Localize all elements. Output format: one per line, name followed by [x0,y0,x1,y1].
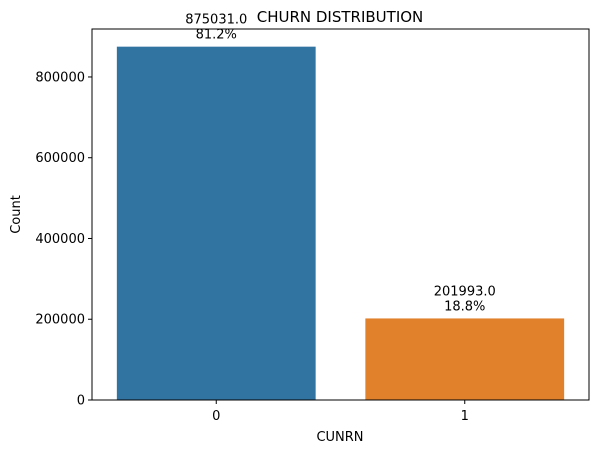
y-tick-label: 400000 [35,232,85,247]
y-tick-label: 800000 [35,70,85,85]
x-tick-label: 0 [212,409,220,424]
y-tick-label: 0 [77,394,85,409]
y-tick-label: 200000 [35,313,85,328]
chart-title: CHURN DISTRIBUTION [257,8,424,26]
data-label: 201993.0 18.8% [434,284,496,314]
bar-0 [116,46,316,400]
data-label: 875031.0 81.2% [185,13,247,43]
bar-1 [365,318,565,400]
plot-frame [91,28,590,401]
y-axis: 0 200000 400000 600000 800000 [35,70,92,409]
bars [116,46,565,400]
x-tick-label: 1 [461,409,469,424]
x-axis-label: CUNRN [316,430,363,445]
y-axis-label: Count [9,195,24,234]
y-tick-label: 600000 [35,151,85,166]
data-labels: 875031.0 81.2% 201993.0 18.8% [185,13,496,315]
